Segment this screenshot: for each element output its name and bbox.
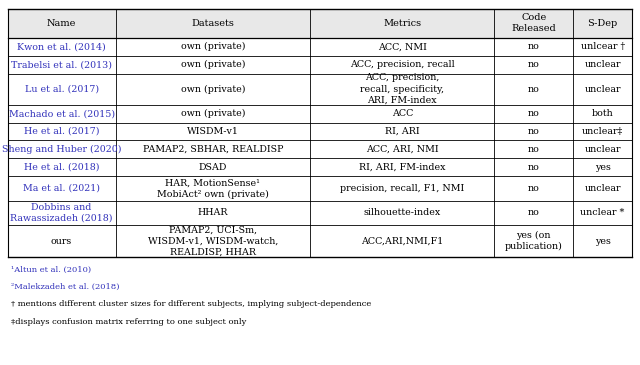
Text: RI, ARI: RI, ARI <box>385 127 420 136</box>
Text: ‡displays confusion matrix referring to one subject only: ‡displays confusion matrix referring to … <box>11 318 246 326</box>
Text: Kwon et al. (2014): Kwon et al. (2014) <box>17 42 106 51</box>
Text: silhouette-index: silhouette-index <box>364 208 441 217</box>
Text: unclear: unclear <box>584 145 621 154</box>
Text: unclear‡: unclear‡ <box>582 127 623 136</box>
Text: no: no <box>528 85 540 93</box>
Text: own (private): own (private) <box>180 109 245 118</box>
Text: PAMAP2, UCI-Sm,
WISDM-v1, WISDM-watch,
REALDISP, HHAR: PAMAP2, UCI-Sm, WISDM-v1, WISDM-watch, R… <box>148 226 278 257</box>
Text: own (private): own (private) <box>180 60 245 69</box>
Text: unclear: unclear <box>584 184 621 193</box>
Text: both: both <box>592 109 614 118</box>
Text: ACC, ARI, NMI: ACC, ARI, NMI <box>366 145 438 154</box>
Text: no: no <box>528 145 540 154</box>
Text: Name: Name <box>47 19 76 28</box>
Text: S-Dep: S-Dep <box>588 19 618 28</box>
Text: WISDM-v1: WISDM-v1 <box>187 127 239 136</box>
Text: ACC, precision, recall: ACC, precision, recall <box>350 60 454 69</box>
Text: unclear *: unclear * <box>580 208 625 217</box>
Text: ACC,ARI,NMI,F1: ACC,ARI,NMI,F1 <box>361 237 444 246</box>
Text: no: no <box>528 163 540 172</box>
Text: HHAR: HHAR <box>198 208 228 217</box>
Text: DSAD: DSAD <box>198 163 227 172</box>
Text: HAR, MotionSense¹
MobiAct² own (private): HAR, MotionSense¹ MobiAct² own (private) <box>157 178 269 199</box>
Text: ¹Altun et al. (2010): ¹Altun et al. (2010) <box>11 265 91 273</box>
Text: no: no <box>528 208 540 217</box>
Text: Code
Released: Code Released <box>511 14 556 34</box>
Text: Machado et al. (2015): Machado et al. (2015) <box>8 109 115 118</box>
Text: no: no <box>528 42 540 51</box>
Text: † mentions different cluster sizes for different subjects, implying subject-depe: † mentions different cluster sizes for d… <box>11 300 371 308</box>
Text: He et al. (2018): He et al. (2018) <box>24 163 99 172</box>
Text: Dobbins and
Rawassizadeh (2018): Dobbins and Rawassizadeh (2018) <box>10 203 113 223</box>
Text: RI, ARI, FM-index: RI, ARI, FM-index <box>359 163 445 172</box>
Text: no: no <box>528 60 540 69</box>
Bar <box>8 9 632 38</box>
Text: yes: yes <box>595 237 611 246</box>
Text: ²Malekzadeh et al. (2018): ²Malekzadeh et al. (2018) <box>11 283 120 291</box>
Text: Datasets: Datasets <box>191 19 234 28</box>
Text: ACC, precision,
recall, specificity,
ARI, FM-index: ACC, precision, recall, specificity, ARI… <box>360 73 444 105</box>
Text: unlcear †: unlcear † <box>580 42 625 51</box>
Text: no: no <box>528 109 540 118</box>
Text: PAMAP2, SBHAR, REALDISP: PAMAP2, SBHAR, REALDISP <box>143 145 283 154</box>
Text: yes (on
publication): yes (on publication) <box>505 231 563 251</box>
Text: unclear: unclear <box>584 60 621 69</box>
Text: Ma et al. (2021): Ma et al. (2021) <box>23 184 100 193</box>
Text: Sheng and Huber (2020): Sheng and Huber (2020) <box>2 145 122 154</box>
Text: ours: ours <box>51 237 72 246</box>
Text: Lu et al. (2017): Lu et al. (2017) <box>24 85 99 93</box>
Text: unclear: unclear <box>584 85 621 93</box>
Text: own (private): own (private) <box>180 85 245 94</box>
Text: Trabelsi et al. (2013): Trabelsi et al. (2013) <box>11 60 112 69</box>
Text: He et al. (2017): He et al. (2017) <box>24 127 99 136</box>
Text: precision, recall, F1, NMI: precision, recall, F1, NMI <box>340 184 465 193</box>
Text: ACC: ACC <box>392 109 413 118</box>
Text: no: no <box>528 184 540 193</box>
Text: Metrics: Metrics <box>383 19 421 28</box>
Text: yes: yes <box>595 163 611 172</box>
Text: own (private): own (private) <box>180 42 245 51</box>
Text: ACC, NMI: ACC, NMI <box>378 42 427 51</box>
Text: no: no <box>528 127 540 136</box>
